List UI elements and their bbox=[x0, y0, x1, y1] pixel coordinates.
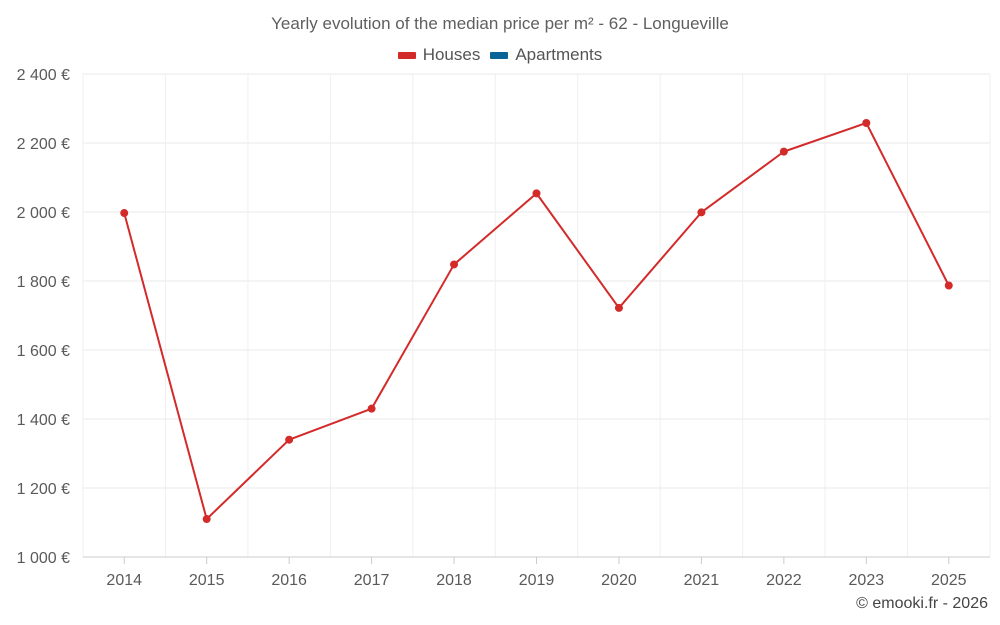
data-point-houses-2021 bbox=[697, 208, 706, 217]
legend: Houses Apartments bbox=[0, 45, 1000, 65]
y-tick-label: 1 000 € bbox=[17, 550, 70, 567]
x-tick-label: 2019 bbox=[519, 572, 555, 589]
x-tick-label: 2018 bbox=[436, 572, 472, 589]
y-tick-label: 2 400 € bbox=[17, 67, 70, 84]
data-point-houses-2014 bbox=[120, 209, 129, 218]
data-point-houses-2016 bbox=[285, 435, 294, 444]
data-point-houses-2023 bbox=[862, 118, 871, 127]
x-tick-label: 2021 bbox=[684, 572, 720, 589]
y-tick-label: 1 800 € bbox=[17, 274, 70, 291]
x-tick-label: 2017 bbox=[354, 572, 390, 589]
data-point-houses-2015 bbox=[202, 515, 211, 524]
data-point-houses-2019 bbox=[532, 189, 541, 198]
y-tick-label: 2 200 € bbox=[17, 136, 70, 153]
x-tick-label: 2022 bbox=[766, 572, 802, 589]
legend-item-houses[interactable]: Houses bbox=[397, 45, 481, 65]
data-point-houses-2017 bbox=[367, 404, 376, 413]
legend-item-apartments[interactable]: Apartments bbox=[490, 45, 602, 65]
data-point-houses-2025 bbox=[944, 281, 953, 290]
legend-label-houses: Houses bbox=[422, 45, 481, 64]
data-point-houses-2020 bbox=[614, 303, 623, 312]
y-tick-label: 1 600 € bbox=[17, 343, 70, 360]
data-point-houses-2022 bbox=[779, 147, 788, 156]
x-tick-label: 2023 bbox=[849, 572, 885, 589]
x-tick-label: 2020 bbox=[601, 572, 637, 589]
y-tick-label: 1 400 € bbox=[17, 412, 70, 429]
y-tick-label: 1 200 € bbox=[17, 481, 70, 498]
y-tick-label: 2 000 € bbox=[17, 205, 70, 222]
data-point-houses-2018 bbox=[450, 260, 459, 269]
x-tick-label: 2016 bbox=[271, 572, 307, 589]
credit-text: © emooki.fr - 2026 bbox=[856, 595, 988, 612]
chart-title: Yearly evolution of the median price per… bbox=[271, 14, 729, 33]
x-tick-label: 2014 bbox=[106, 572, 142, 589]
legend-label-apartments: Apartments bbox=[515, 45, 603, 64]
x-tick-label: 2015 bbox=[189, 572, 225, 589]
legend-swatch-apartments bbox=[490, 51, 509, 59]
x-tick-label: 2025 bbox=[931, 572, 967, 589]
legend-swatch-houses bbox=[397, 51, 416, 59]
